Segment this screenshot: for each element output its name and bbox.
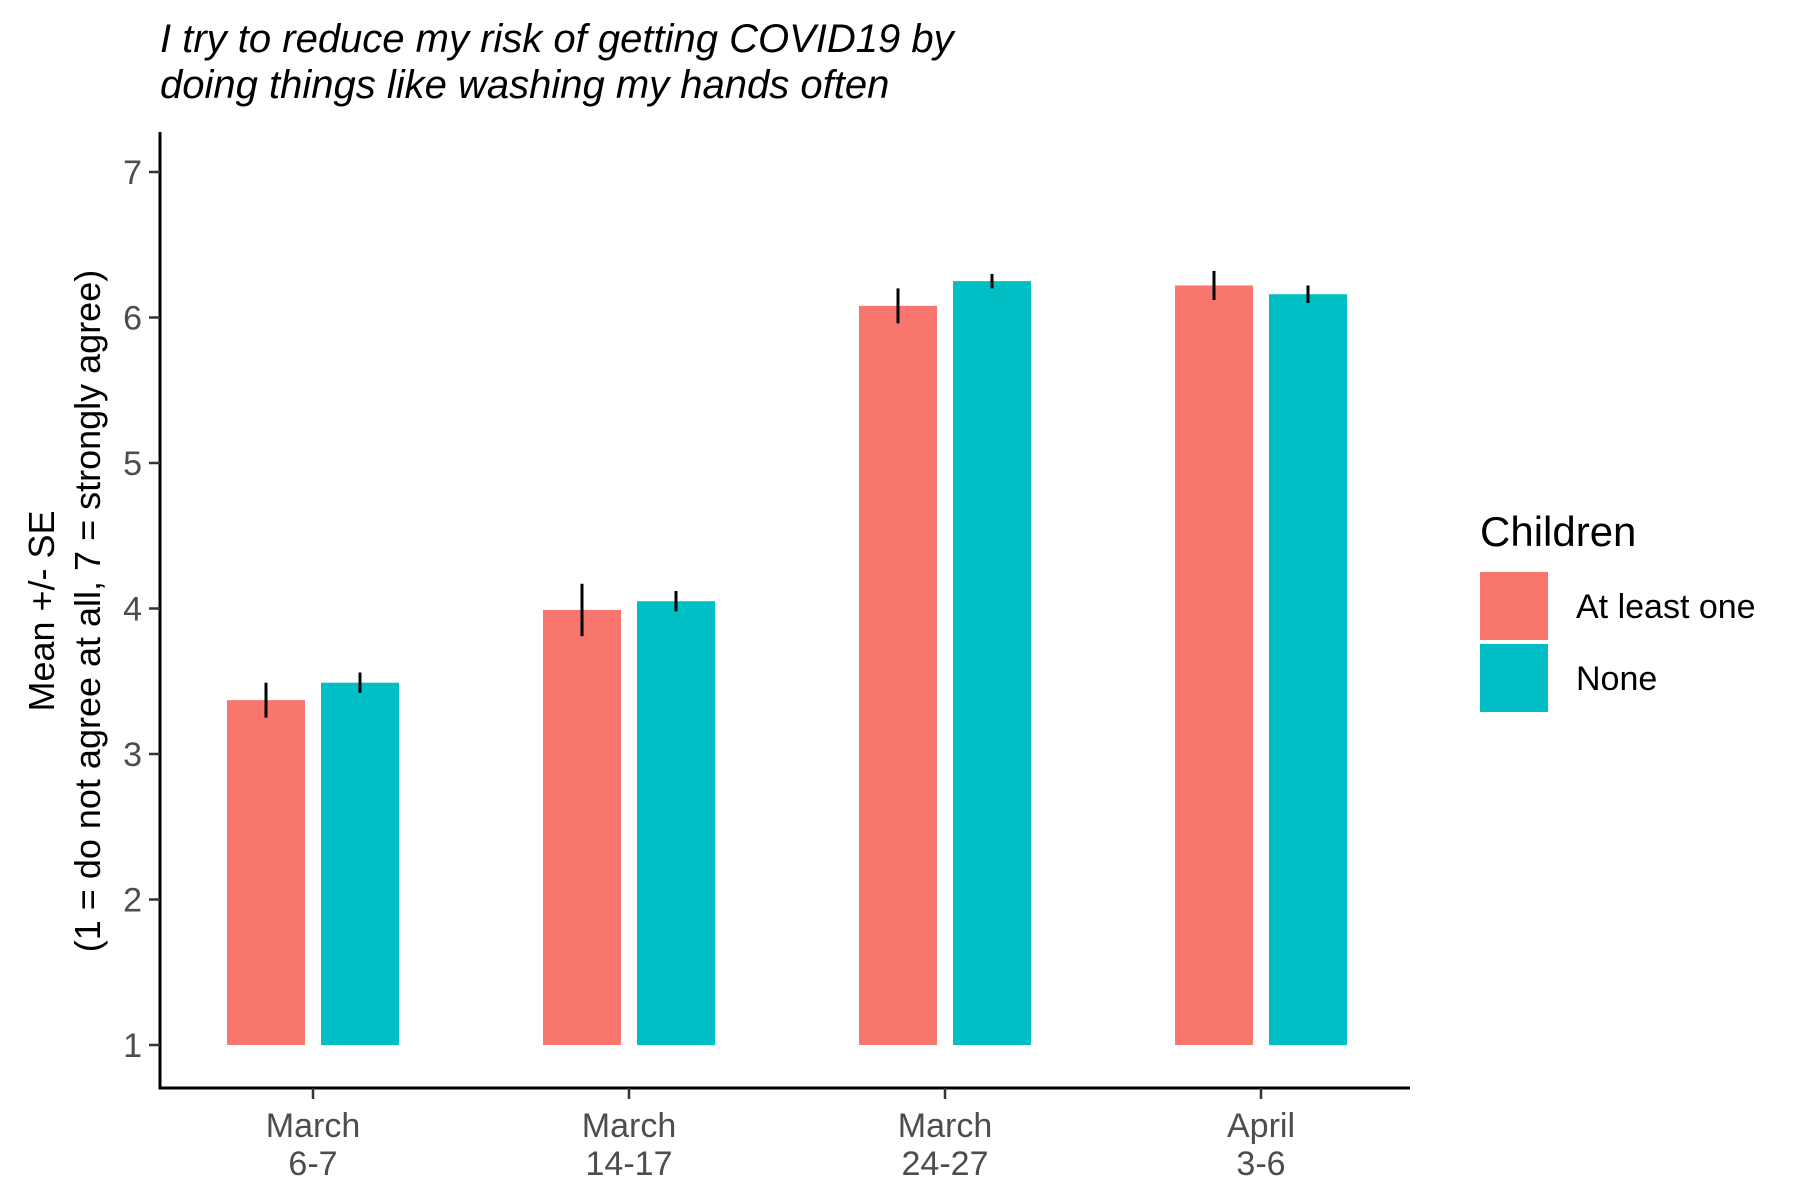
y-tick-label: 5 [123,445,142,483]
x-tick-label: 3-6 [1236,1145,1285,1183]
bar [953,281,1031,1045]
legend-label: None [1576,660,1657,698]
x-tick-label: March [266,1107,360,1145]
bar [321,682,399,1045]
legend-key [1480,644,1548,712]
y-tick-label: 6 [123,300,142,338]
y-tick-label: 3 [123,736,142,774]
y-tick-label: 4 [123,591,142,629]
bars [227,281,1347,1046]
x-tick-label: April [1227,1107,1295,1145]
legend: Children At least one None [1480,508,1756,712]
y-axis-label: Mean +/- SE (1 = do not agree at all, 7 … [21,270,108,952]
legend-label: At least one [1576,588,1756,626]
x-tick-label: 14-17 [586,1145,673,1183]
legend-key [1480,572,1548,640]
y-tick-label: 2 [123,882,142,920]
bar [227,700,305,1045]
chart-title-line-1: I try to reduce my risk of getting COVID… [160,17,957,61]
x-tick-label: March [898,1107,992,1145]
y-axis-label-line-1: Mean +/- SE [21,510,62,711]
x-tick-label: 6-7 [288,1145,337,1183]
bar [543,609,621,1045]
error-bars [264,270,1310,718]
x-tick-label: March [582,1107,676,1145]
bar [1269,294,1347,1046]
legend-title: Children [1480,508,1636,555]
chart-title: I try to reduce my risk of getting COVID… [160,17,957,107]
bar [859,305,937,1045]
y-axis-label-line-2: (1 = do not agree at all, 7 = strongly a… [67,270,108,952]
axes: 1234567March6-7March14-17March24-27April… [123,132,1410,1183]
chart-title-line-2: doing things like washing my hands often [160,63,889,107]
y-tick-label: 1 [123,1027,142,1065]
bar [637,601,715,1045]
x-tick-label: 24-27 [902,1145,989,1183]
bar [1175,285,1253,1045]
y-tick-label: 7 [123,154,142,192]
